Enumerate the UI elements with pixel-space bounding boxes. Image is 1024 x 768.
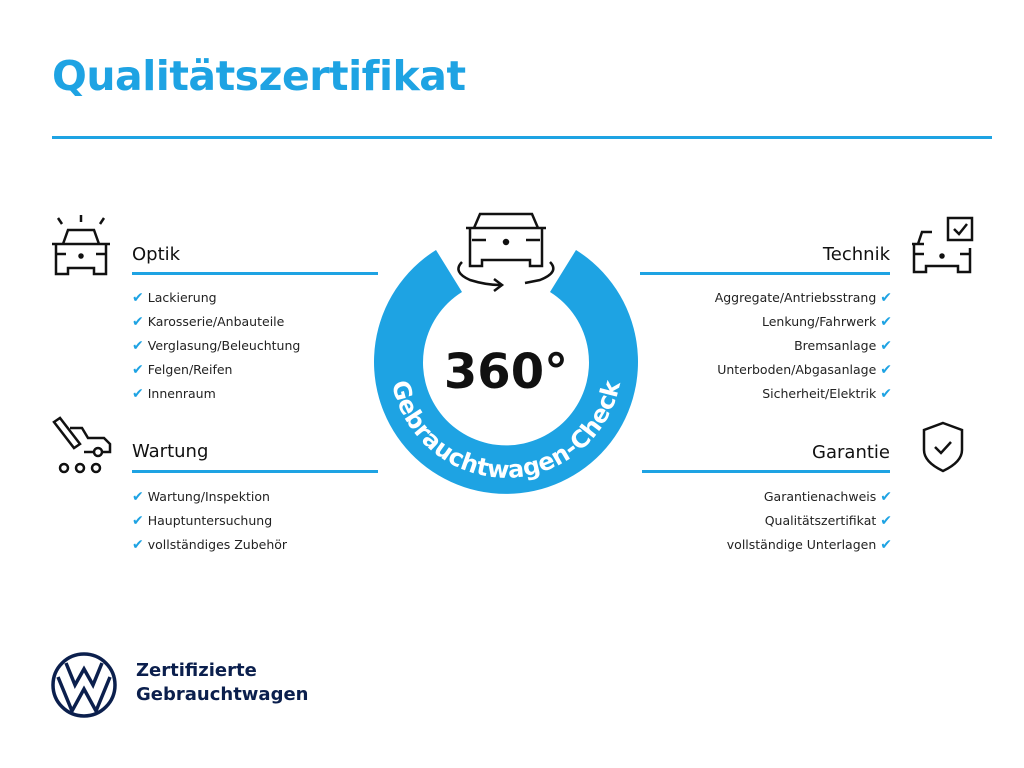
360-degree-label: 360° [444,344,568,400]
list-item: ✔ Innenraum [132,386,216,402]
car-checkbox-icon [912,216,974,274]
optik-list: ✔ Lackierung ✔ Karosserie/Anbauteile ✔ Verg… [132,286,300,406]
section-heading-optik: Optik [132,244,181,265]
check-icon: ✔ [880,314,892,330]
optik-divider [132,272,378,275]
list-item: Lenkung/Fahrwerk ✔ [762,314,892,330]
list-item: ✔ Karosserie/Anbauteile [132,314,285,330]
list-item: ✔ Wartung/Inspektion [132,489,270,505]
check-icon: ✔ [132,513,144,529]
list-item: ✔ vollständiges Zubehör [132,537,288,553]
list-item: ✔ Lackierung [132,290,217,306]
shield-check-icon [922,421,964,473]
check-icon: ✔ [880,290,892,306]
check-icon: ✔ [132,386,144,402]
check-icon: ✔ [132,290,144,306]
section-heading-wartung: Wartung [132,441,209,462]
check-icon: ✔ [132,489,144,505]
list-item: Bremsanlage ✔ [794,338,892,354]
check-icon: ✔ [132,537,144,553]
section-heading-technik: Technik [822,244,890,265]
page-title: Qualitätszertifikat [52,52,466,100]
check-icon: ✔ [880,338,892,354]
list-item: ✔ Felgen/Reifen [132,362,233,378]
technik-list: Aggregate/Antriebsstrang ✔ Lenkung/Fahrwe… [715,286,892,406]
garantie-divider [642,470,890,473]
check-icon: ✔ [132,338,144,354]
check-icon: ✔ [880,362,892,378]
check-icon: ✔ [880,513,892,529]
check-icon: ✔ [880,489,892,505]
wartung-list: ✔ Wartung/Inspektion ✔ Hauptuntersuchung ✔… [132,485,287,557]
check-icon: ✔ [132,314,144,330]
service-van-wrench-icon [52,416,112,474]
brand-text: Zertifizierte Gebrauchtwagen [136,660,309,705]
check-icon: ✔ [880,386,892,402]
section-heading-garantie: Garantie [812,442,890,463]
list-item: Unterboden/Abgasanlage ✔ [717,362,892,378]
list-item: vollständige Unterlagen ✔ [726,537,892,553]
list-item: Aggregate/Antriebsstrang ✔ [714,290,892,306]
title-divider [52,136,992,139]
list-item: ✔ Verglasung/Beleuchtung [132,338,301,354]
car-360-rotate-icon [457,212,555,292]
list-item: Garantienachweis ✔ [763,489,892,505]
check-icon: ✔ [880,537,892,553]
list-item: Qualitätszertifikat ✔ [764,513,892,529]
technik-divider [640,272,890,275]
vw-logo [51,652,117,718]
car-lights-icon [52,215,110,276]
list-item: Sicherheit/Elektrik ✔ [762,386,892,402]
check-icon: ✔ [132,362,144,378]
garantie-list: Garantienachweis ✔ Qualitätszertifikat ✔ v… [727,485,892,557]
list-item: ✔ Hauptuntersuchung [132,513,273,529]
wartung-divider [132,470,378,473]
ring-shape [374,250,638,494]
